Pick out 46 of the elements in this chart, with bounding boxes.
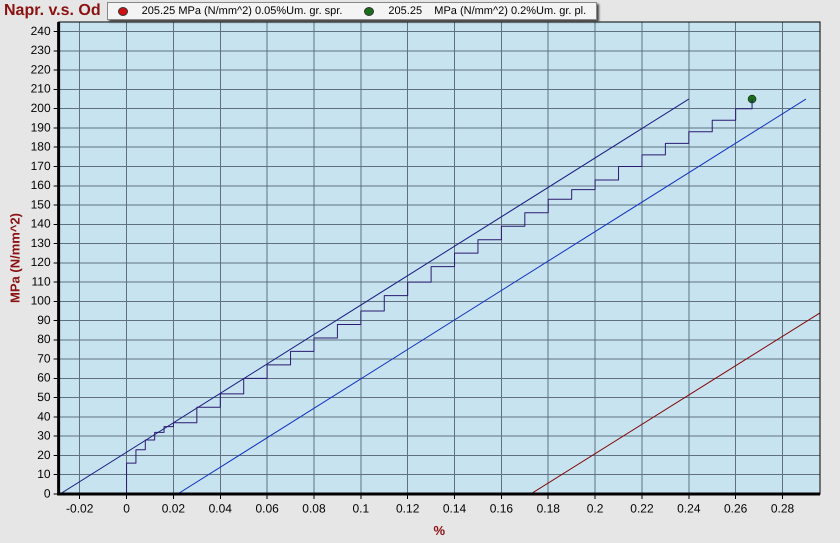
y-tick-label: 210: [30, 82, 51, 96]
x-tick-label: 0: [123, 502, 130, 516]
y-tick-label: 90: [37, 312, 51, 327]
y-tick-label: 120: [30, 255, 51, 270]
y-axis-title: MPa (N/mm^2): [7, 213, 22, 303]
y-tick-label: 0: [44, 486, 51, 500]
y-tick-label: 70: [37, 351, 51, 366]
x-tick-label: -0.02: [66, 502, 94, 516]
x-tick-label: 0.06: [255, 502, 280, 516]
y-tick-label: 140: [30, 216, 51, 231]
x-tick-label: 0.18: [536, 502, 560, 516]
y-tick-label: 200: [30, 101, 51, 116]
y-tick-label: 10: [37, 467, 51, 482]
y-tick-label: 50: [37, 390, 51, 404]
y-tick-label: 80: [37, 332, 51, 346]
x-tick-label: 0.12: [396, 502, 420, 516]
x-tick-label: 0.16: [490, 502, 514, 516]
y-tick-label: 100: [30, 294, 51, 308]
x-tick-label: 0.02: [162, 502, 186, 516]
x-tick-label: 0.2: [586, 502, 604, 516]
chart-title: Napr. v.s. Od: [4, 2, 101, 20]
x-tick-label: 0.22: [630, 502, 654, 516]
y-tick-label: 160: [30, 178, 51, 192]
legend-label: 205.25 MPa (N/mm^2) 0.05%Um. gr. spr.: [142, 5, 342, 17]
y-tick-label: 20: [37, 448, 51, 462]
legend-label: 205.25 MPa (N/mm^2) 0.2%Um. gr. pl.: [388, 5, 586, 17]
y-tick-label: 180: [30, 140, 51, 154]
y-tick-label: 170: [30, 158, 51, 173]
y-tick-label: 150: [30, 197, 51, 212]
y-tick-label: 190: [30, 120, 51, 134]
x-tick-label: 0.26: [724, 502, 748, 516]
x-tick-label: 0.08: [302, 502, 326, 516]
x-tick-label: 0.24: [677, 502, 701, 516]
x-tick-label: 0.14: [442, 502, 467, 516]
x-tick-label: 0.1: [352, 502, 370, 516]
y-tick-label: 110: [31, 274, 51, 288]
y-tick-label: 230: [30, 43, 51, 58]
y-tick-label: 220: [30, 62, 51, 76]
y-tick-label: 40: [37, 409, 51, 424]
y-tick-label: 60: [37, 370, 51, 385]
y-tick-label: 240: [30, 24, 51, 38]
x-tick-label: 0.28: [770, 502, 795, 516]
x-tick-label: 0.04: [208, 502, 232, 516]
x-axis-title: %: [434, 522, 446, 538]
y-tick-label: 130: [30, 236, 51, 250]
y-tick-label: 30: [37, 428, 51, 443]
